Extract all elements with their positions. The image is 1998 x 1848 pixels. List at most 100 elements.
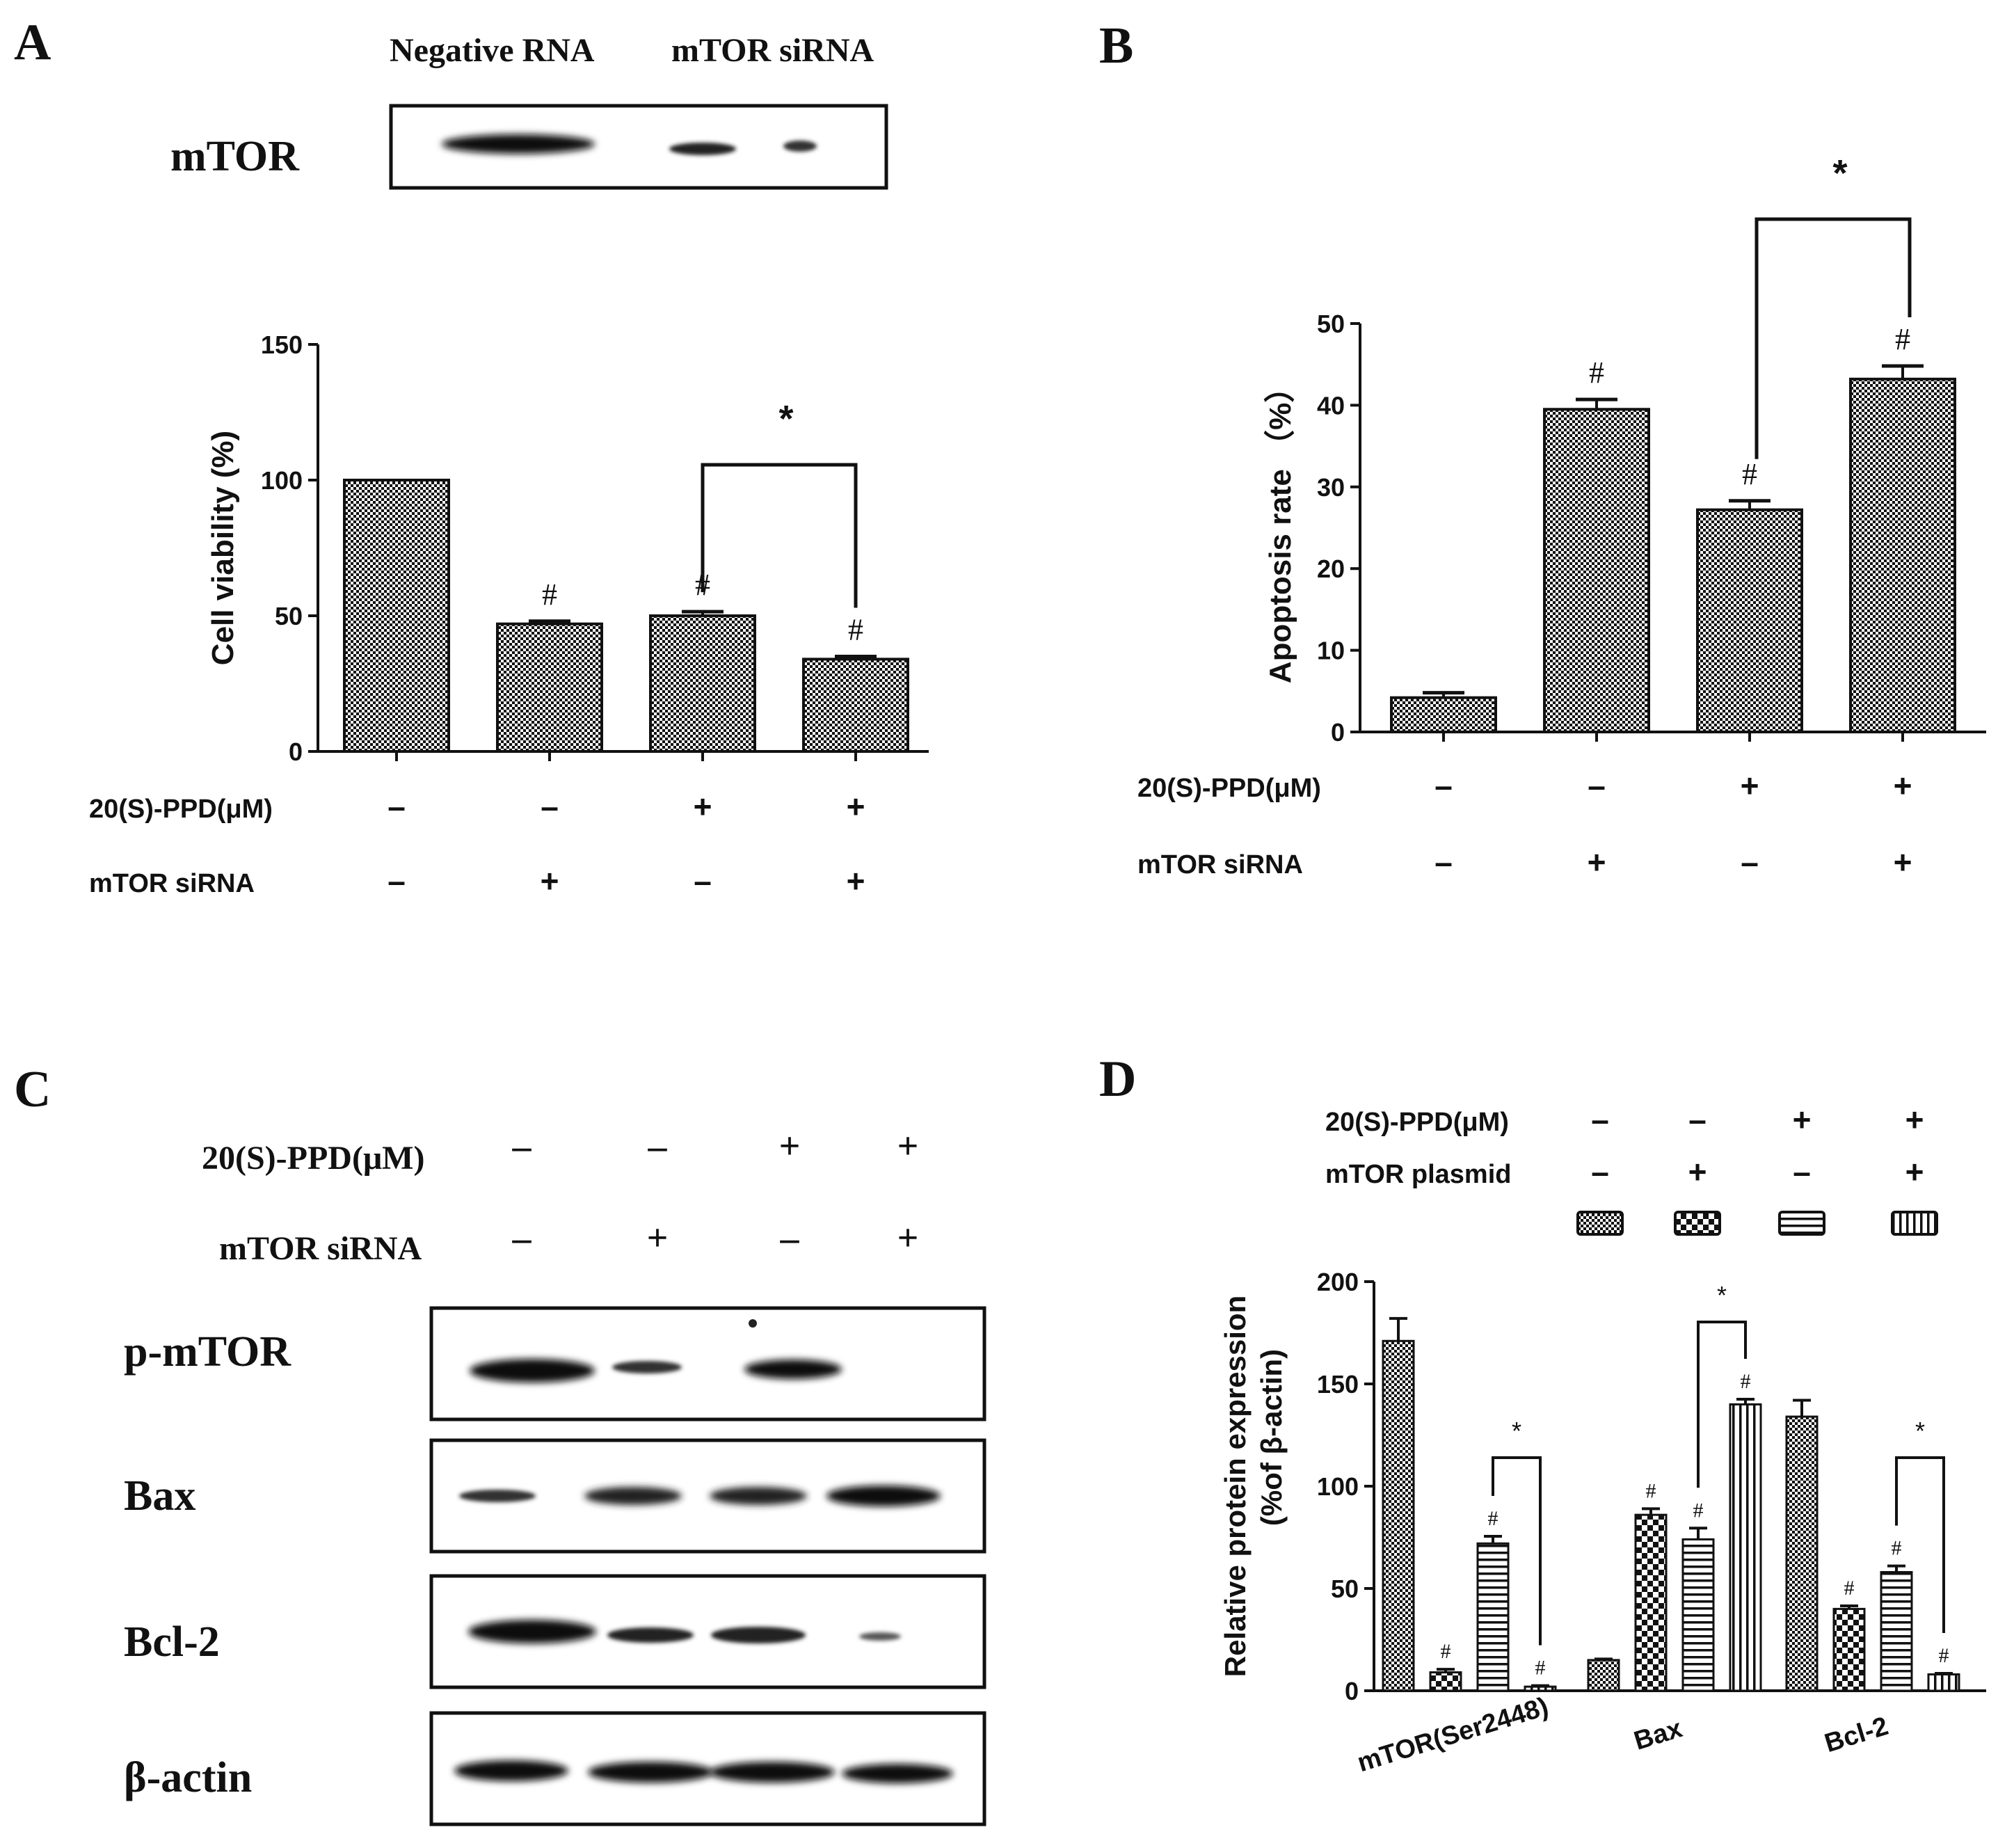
x-category-label: Bax: [1631, 1714, 1686, 1756]
blot-band: [607, 1627, 694, 1643]
significance-bracket: [1895, 1456, 1945, 1634]
y-tick-label: 100: [261, 466, 303, 495]
bar: [1681, 1538, 1715, 1692]
significance-mark: #: [1844, 1577, 1855, 1600]
treatment-sign: –: [1741, 844, 1759, 880]
significance-mark: #: [1892, 1537, 1902, 1560]
blot-c-row-label: p-mTOR: [124, 1328, 291, 1376]
treatment-sign: –: [541, 788, 559, 825]
significance-star: *: [1832, 152, 1847, 194]
chart-b: 0 10 20 30 40 50 Apoptosis rate （%） # # # * 20(S)-P…: [1137, 152, 1986, 880]
treatment-sign: –: [1591, 1101, 1609, 1138]
significance-star: *: [1717, 1281, 1727, 1309]
significance-bracket: [1697, 1321, 1747, 1488]
blot-band: [710, 1487, 807, 1505]
treatment-label: mTOR siRNA: [1137, 850, 1303, 879]
blot-c-row-label: Bcl-2: [124, 1618, 220, 1666]
bar: [1696, 508, 1803, 733]
panel-letter-c: C: [14, 1061, 51, 1118]
significance-mark: #: [542, 578, 557, 612]
bar: [1524, 1685, 1557, 1692]
treatment-label: mTOR plasmid: [1325, 1160, 1511, 1189]
legend-swatch: [1778, 1211, 1825, 1236]
blot-band: [826, 1485, 941, 1506]
y-axis-label: (%of β-actin): [1255, 1349, 1288, 1526]
blot-band: [842, 1764, 953, 1783]
y-tick-label: 200: [1317, 1268, 1359, 1296]
treatment-sign: +: [1588, 844, 1606, 880]
blot-a-lane-label: mTOR siRNA: [671, 32, 874, 69]
treatment-sign: –: [1434, 767, 1453, 804]
x-category-label: mTOR(Ser2448): [1354, 1692, 1551, 1778]
treatment-sign: +: [1793, 1101, 1812, 1138]
blot-speck: [749, 1319, 757, 1328]
bar: [1429, 1671, 1462, 1692]
blot-c-sign: +: [897, 1217, 919, 1259]
blot-a: Negative RNA mTOR siRNA mTOR: [170, 32, 888, 190]
blot-band: [459, 1490, 536, 1502]
y-tick-label: 150: [1317, 1370, 1359, 1399]
treatment-sign: –: [694, 863, 712, 899]
significance-mark: #: [1488, 1507, 1498, 1530]
significance-mark: #: [1693, 1499, 1704, 1522]
legend-swatch: [1576, 1211, 1624, 1236]
y-tick-label: 150: [261, 330, 303, 359]
y-tick-label: 30: [1317, 473, 1345, 502]
y-axis-label: Apoptosis rate （%）: [1263, 372, 1297, 683]
treatment-sign: +: [541, 863, 559, 899]
panel-letter-a: A: [14, 14, 51, 71]
significance-mark: #: [1535, 1657, 1546, 1680]
blot-band: [669, 143, 736, 155]
significance-mark: #: [1939, 1644, 1949, 1667]
blot-band: [744, 1360, 842, 1379]
significance-mark: #: [1895, 322, 1910, 356]
treatment-label: 20(S)-PPD(μM): [1137, 774, 1321, 803]
significance-mark: #: [848, 613, 863, 647]
treatment-sign: +: [1688, 1154, 1707, 1190]
blot-c-treatment-label: 20(S)-PPD(μM): [202, 1140, 424, 1177]
blot-band: [470, 1359, 595, 1383]
significance-star: *: [1915, 1417, 1925, 1445]
bar: [1832, 1607, 1866, 1692]
treatment-sign: –: [387, 788, 406, 825]
treatment-sign: –: [1793, 1154, 1811, 1190]
treatment-sign: +: [847, 788, 865, 825]
blot-band: [584, 1487, 682, 1505]
bar: [1849, 377, 1956, 733]
blot-c-sign: +: [647, 1217, 669, 1259]
treatment-label: mTOR siRNA: [89, 869, 255, 898]
bar: [1390, 696, 1497, 734]
y-tick-label: 50: [1331, 1575, 1359, 1603]
significance-bracket: [701, 463, 858, 608]
blot-band: [442, 134, 595, 154]
blot-c-row-label: β-actin: [124, 1754, 252, 1801]
bar: [1927, 1673, 1960, 1692]
bar: [1543, 408, 1650, 734]
bar: [1587, 1659, 1620, 1692]
blot-band: [859, 1632, 901, 1641]
bar: [1880, 1570, 1913, 1692]
treatment-sign: –: [387, 863, 406, 899]
treatment-sign: +: [847, 863, 865, 899]
bar: [1785, 1415, 1819, 1692]
x-category-label: Bcl-2: [1821, 1712, 1892, 1758]
chart-d: 0 50 100 150 200 Relative protein expression(…: [1219, 1101, 1986, 1778]
bar: [343, 479, 450, 753]
significance-mark: #: [1589, 356, 1604, 390]
blot-c-row-label: Bax: [124, 1472, 195, 1520]
panel-letter-d: D: [1099, 1051, 1136, 1108]
bar: [496, 622, 603, 754]
treatment-sign: +: [1894, 767, 1912, 804]
blot-c-sign: –: [648, 1125, 668, 1167]
treatment-sign: +: [1741, 767, 1759, 804]
legend-swatch: [1674, 1211, 1721, 1236]
blot-band: [454, 1760, 568, 1781]
blot-c-treatment-label: mTOR siRNA: [219, 1230, 422, 1267]
y-axis-label: Cell viability (%): [206, 431, 240, 665]
significance-mark: #: [1742, 457, 1757, 491]
y-tick-label: 20: [1317, 555, 1345, 583]
treatment-sign: –: [1688, 1101, 1707, 1138]
y-tick-label: 100: [1317, 1472, 1359, 1501]
